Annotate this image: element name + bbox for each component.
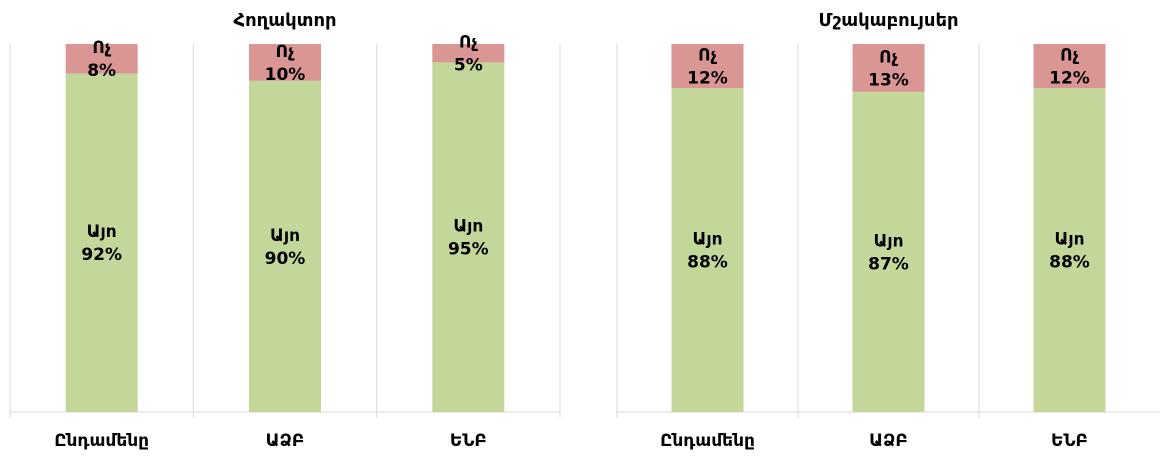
chart-title: Մշակաբույսեր: [818, 10, 958, 31]
bar-segment-yes: [671, 88, 744, 412]
bar-segment-no: [671, 44, 744, 89]
category-label: ԱՁԲ: [266, 431, 305, 451]
category-label: ԱՁԲ: [869, 431, 908, 451]
category-label: Ընդամենը: [54, 431, 149, 451]
category-label: Ընդամենը: [660, 431, 755, 451]
bar-segment-yes: [65, 73, 138, 412]
category-label: ԵՆԲ: [450, 431, 487, 451]
data-label-no: Ոչ 5%: [454, 33, 483, 76]
data-label-yes: Այո 87%: [868, 231, 909, 274]
data-label-yes: Այո 92%: [81, 222, 122, 265]
data-label-yes: Այո 95%: [448, 217, 489, 260]
bar-segment-no: [249, 44, 321, 81]
bar-segment-yes: [432, 62, 505, 413]
data-label-no: Ոչ 10%: [265, 42, 306, 85]
data-label-yes: Այո 90%: [265, 226, 306, 269]
chart-title: Հողակտոր: [233, 10, 336, 31]
bar-segment-yes: [1033, 88, 1106, 412]
data-label-no: Ոչ 12%: [687, 46, 728, 89]
data-label-no: Ոչ 12%: [1049, 46, 1090, 89]
bar-segment-no: [852, 44, 925, 92]
bar-segment-yes: [249, 80, 321, 413]
data-label-yes: Այո 88%: [1049, 230, 1090, 273]
chart-2: Մշակաբույսեր Այո 88% Ոչ 12% Ընդամենը Այո 87% Ոչ 1…: [616, 10, 1160, 451]
data-label-yes: Այո 88%: [687, 230, 728, 273]
chart-1: Հողակտոր Այո 92% Ոչ 8% Ընդամենը Այո 90% Ոչ 10% ԱՁԲ…: [9, 10, 561, 451]
bar-segment-yes: [852, 91, 925, 412]
category-label: ԵՆԲ: [1051, 431, 1088, 451]
bar-segment-no: [65, 44, 138, 74]
bar-segment-no: [1033, 44, 1106, 89]
bar-segment-no: [432, 44, 505, 63]
data-label-no: Ոչ 13%: [868, 47, 909, 90]
data-label-no: Ոչ 8%: [87, 38, 116, 81]
